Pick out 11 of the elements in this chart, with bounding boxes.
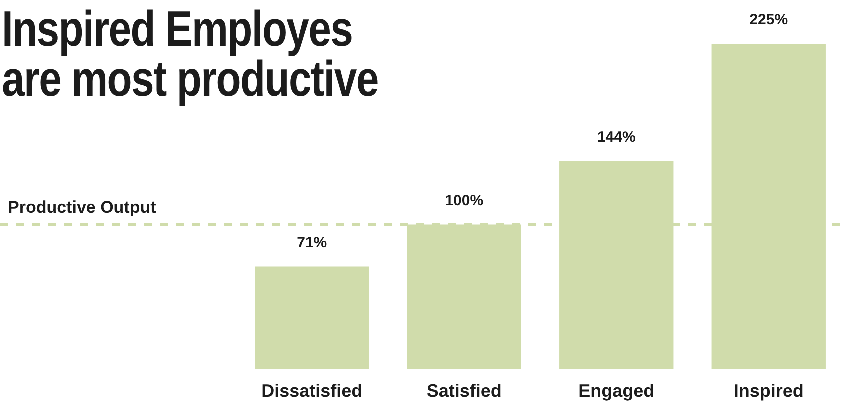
x-tick-label: Dissatisfied bbox=[262, 381, 363, 402]
data-label: 225% bbox=[750, 12, 788, 29]
data-label: 100% bbox=[445, 192, 484, 210]
chart-title: Inspired Employes are most productive bbox=[2, 1, 378, 107]
ref-line-label: Productive Output bbox=[8, 198, 157, 217]
x-tick-label: Engaged bbox=[578, 381, 655, 402]
x-tick-label: Satisfied bbox=[426, 381, 502, 402]
x-tick-label: Inspired bbox=[734, 381, 804, 402]
data-label: 71% bbox=[297, 234, 328, 252]
data-label: 144% bbox=[597, 128, 636, 146]
bar bbox=[255, 266, 370, 370]
